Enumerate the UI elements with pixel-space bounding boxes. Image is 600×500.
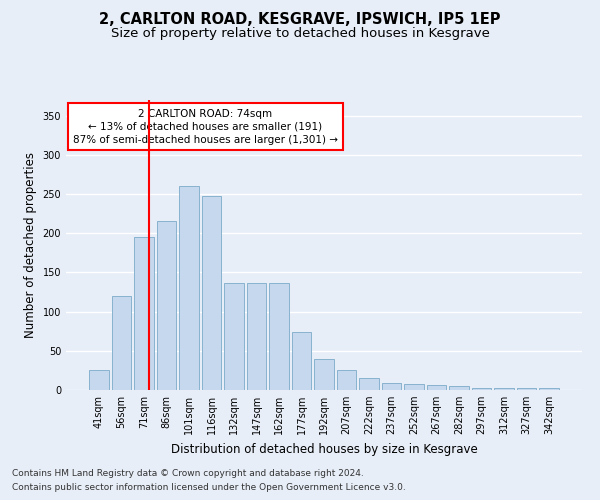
Bar bbox=[314, 358, 334, 390]
Bar bbox=[404, 384, 424, 390]
Text: Contains HM Land Registry data © Crown copyright and database right 2024.: Contains HM Land Registry data © Crown c… bbox=[12, 468, 364, 477]
Text: Size of property relative to detached houses in Kesgrave: Size of property relative to detached ho… bbox=[110, 28, 490, 40]
Bar bbox=[449, 386, 469, 390]
X-axis label: Distribution of detached houses by size in Kesgrave: Distribution of detached houses by size … bbox=[170, 442, 478, 456]
Bar bbox=[157, 222, 176, 390]
Bar bbox=[202, 196, 221, 390]
Bar bbox=[134, 237, 154, 390]
Text: Contains public sector information licensed under the Open Government Licence v3: Contains public sector information licen… bbox=[12, 484, 406, 492]
Bar bbox=[179, 186, 199, 390]
Bar bbox=[247, 284, 266, 390]
Y-axis label: Number of detached properties: Number of detached properties bbox=[24, 152, 37, 338]
Bar bbox=[494, 388, 514, 390]
Bar bbox=[382, 383, 401, 390]
Text: 2 CARLTON ROAD: 74sqm
← 13% of detached houses are smaller (191)
87% of semi-det: 2 CARLTON ROAD: 74sqm ← 13% of detached … bbox=[73, 108, 338, 145]
Bar bbox=[337, 370, 356, 390]
Bar bbox=[224, 282, 244, 390]
Bar bbox=[112, 296, 131, 390]
Bar bbox=[472, 388, 491, 390]
Bar bbox=[427, 384, 446, 390]
Bar bbox=[292, 332, 311, 390]
Text: 2, CARLTON ROAD, KESGRAVE, IPSWICH, IP5 1EP: 2, CARLTON ROAD, KESGRAVE, IPSWICH, IP5 … bbox=[99, 12, 501, 28]
Bar bbox=[359, 378, 379, 390]
Bar bbox=[89, 370, 109, 390]
Bar bbox=[269, 284, 289, 390]
Bar bbox=[539, 388, 559, 390]
Bar bbox=[517, 388, 536, 390]
